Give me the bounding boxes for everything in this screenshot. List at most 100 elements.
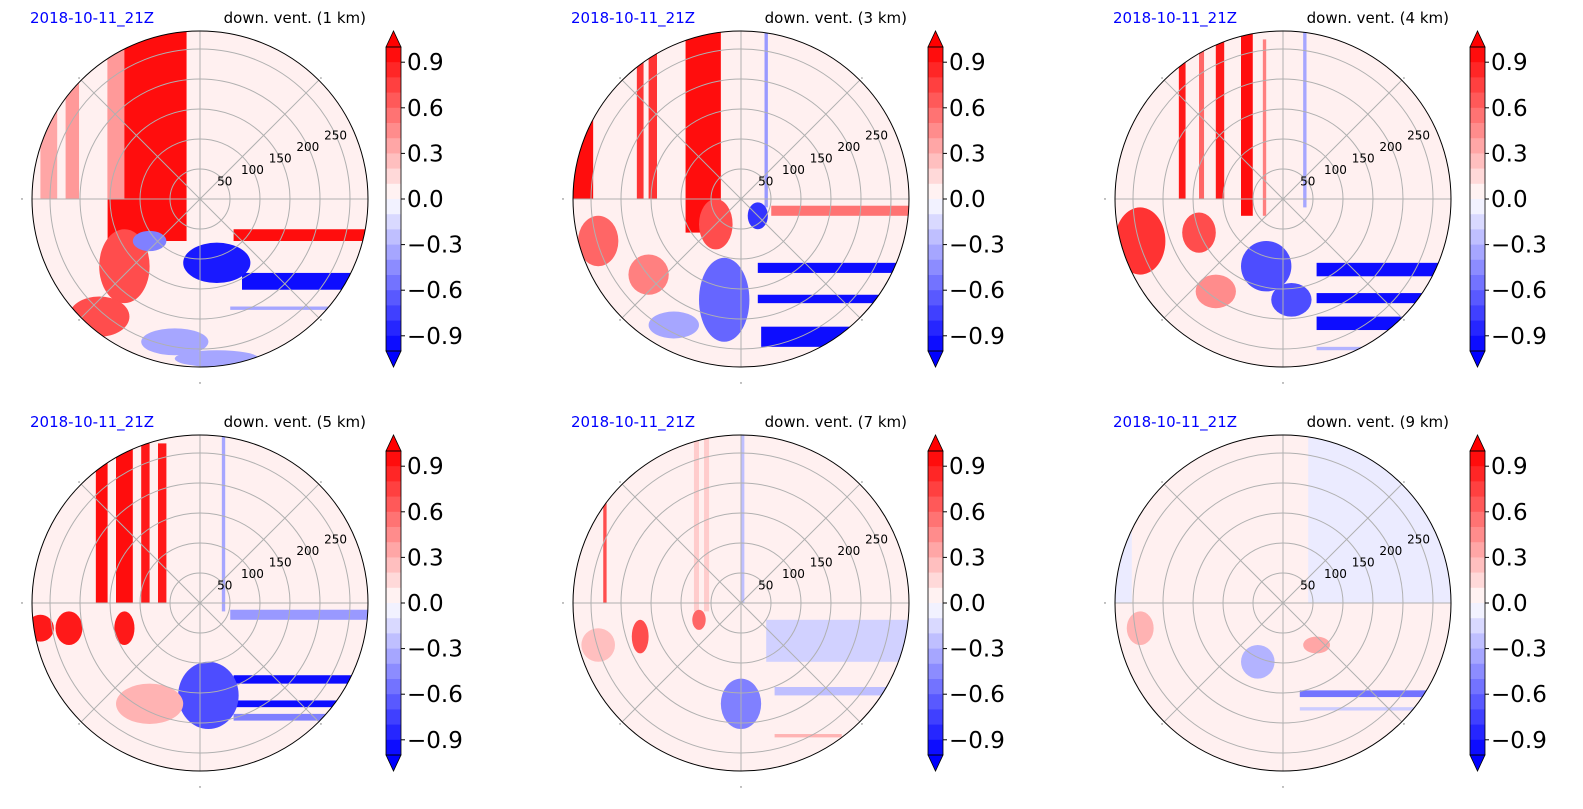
- tick-dot: [619, 481, 621, 483]
- colorbar-level: [386, 739, 401, 756]
- colorbar-level: [928, 168, 943, 185]
- outer-ring: [31, 30, 369, 368]
- colorbar-level: [1470, 214, 1485, 230]
- colorbar-tick-label: 0.0: [949, 187, 986, 213]
- vertical-band: [40, 64, 58, 199]
- colorbar-level: [386, 107, 401, 124]
- date-label: 2018-10-11_21Z: [30, 413, 154, 432]
- tick-dot: [1161, 481, 1163, 483]
- azimuth-spoke: [1282, 79, 1403, 200]
- colorbar-level: [928, 244, 943, 261]
- panel: 2018-10-11_21Z down. vent. (5 km) 50 100 150…: [21, 413, 463, 788]
- tick-dot: [1282, 382, 1284, 384]
- colorbar-level: [386, 275, 401, 291]
- azimuth-spoke: [621, 483, 742, 604]
- colorbar: 0.9 0.6 0.3 0.0 −0.3 −0.6 −0.9: [385, 30, 463, 368]
- panel: 2018-10-11_21Z down. vent. (7 km) 50 100 150…: [562, 413, 1005, 788]
- colorbar-level: [928, 603, 943, 619]
- colorbar-tick-label: −0.6: [1491, 682, 1547, 708]
- colorbar-tick-label: 0.6: [1491, 500, 1528, 526]
- colorbar-level: [1470, 77, 1485, 94]
- radial-tick-label: 50: [217, 579, 232, 593]
- vertical-band: [741, 435, 745, 603]
- colorbar-level: [1470, 587, 1485, 604]
- tick-dot: [1161, 77, 1163, 79]
- colorbar-level: [928, 47, 943, 63]
- panel: 2018-10-11_21Z down. vent. (9 km) 50 100 150…: [1104, 413, 1547, 788]
- colorbar-extend-min: [1469, 754, 1486, 772]
- radial-tick-label: 250: [865, 129, 888, 143]
- colorbar-level: [1470, 618, 1485, 634]
- radial-tick-label: 50: [758, 579, 773, 593]
- colorbar-level: [386, 481, 401, 498]
- anomaly-blob: [578, 215, 619, 267]
- radial-tick-label: 150: [269, 556, 292, 570]
- colorbar-level: [386, 320, 401, 337]
- colorbar-tick-label: 0.3: [407, 545, 444, 571]
- colorbar-tick-label: −0.6: [407, 682, 463, 708]
- vertical-band: [573, 106, 594, 199]
- colorbar-tick-label: 0.9: [407, 454, 444, 480]
- colorbar-level: [928, 679, 943, 695]
- colorbar-level: [386, 123, 401, 139]
- colorbar-level: [386, 92, 401, 109]
- anomaly-blob: [55, 611, 83, 645]
- colorbar-extend-max: [1469, 30, 1486, 48]
- colorbar-level: [386, 244, 401, 261]
- colorbar-level: [386, 663, 401, 680]
- azimuth-spoke: [740, 602, 861, 723]
- colorbar-tick-label: −0.9: [1491, 324, 1547, 350]
- colorbar-level: [386, 199, 401, 215]
- colorbar-level: [386, 305, 401, 322]
- horizontal-band: [761, 326, 909, 347]
- colorbar-level: [1470, 107, 1485, 124]
- vertical-band: [116, 443, 133, 603]
- colorbar-level: [928, 496, 943, 513]
- radial-tick-label: 150: [1352, 556, 1375, 570]
- radial-tick-label: 50: [758, 175, 773, 189]
- tick-dot: [320, 319, 322, 321]
- colorbar-level: [928, 572, 943, 589]
- colorbar-extend-min: [927, 350, 944, 368]
- tick-dot: [21, 198, 23, 200]
- colorbar-level: [386, 62, 401, 78]
- colorbar-level: [1470, 290, 1485, 306]
- radial-tick-label: 200: [837, 140, 860, 154]
- colorbar-level: [928, 275, 943, 291]
- colorbar-level: [386, 335, 401, 352]
- anomaly-blob: [631, 619, 649, 654]
- tick-dot: [1403, 481, 1405, 483]
- colorbar-extend-max: [927, 434, 944, 452]
- colorbar-level: [928, 77, 943, 94]
- colorbar-level: [386, 496, 401, 513]
- vertical-band: [107, 39, 125, 200]
- anomaly-blob: [1303, 636, 1331, 654]
- colorbar-extend-min: [385, 754, 402, 772]
- polar-grid: [32, 31, 368, 367]
- anomaly-blob: [132, 230, 167, 252]
- tick-dot: [562, 198, 564, 200]
- polar-grid: [573, 435, 909, 771]
- colorbar-level: [386, 77, 401, 94]
- vertical-band: [636, 47, 644, 199]
- colorbar-level: [386, 511, 401, 528]
- azimuth-spoke: [740, 79, 861, 200]
- radial-tick-label: 200: [296, 544, 319, 558]
- colorbar-level: [386, 709, 401, 726]
- radial-tick-label: 100: [782, 567, 805, 581]
- colorbar-level: [928, 451, 943, 467]
- colorbar-level: [386, 618, 401, 634]
- tick-dot: [1282, 786, 1284, 788]
- horizontal-band: [1299, 707, 1451, 711]
- colorbar-level: [386, 694, 401, 710]
- colorbar-level: [928, 290, 943, 306]
- colorbar-tick-label: −0.9: [407, 728, 463, 754]
- azimuth-spoke: [621, 79, 742, 200]
- azimuth-spoke: [1163, 602, 1284, 723]
- colorbar-tick-label: 0.9: [949, 50, 986, 76]
- colorbar-extend-min: [927, 754, 944, 772]
- tick-dot: [199, 382, 201, 384]
- anomaly-blob: [68, 296, 130, 337]
- azimuth-spoke: [1282, 483, 1403, 604]
